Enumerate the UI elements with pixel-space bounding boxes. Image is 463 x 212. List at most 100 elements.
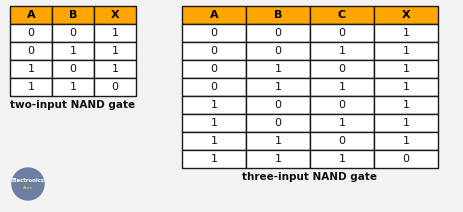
Bar [245,150,309,168]
Text: 0: 0 [274,100,281,110]
Bar [94,60,136,78]
Bar [309,60,373,78]
Text: 1: 1 [274,136,281,146]
Text: 1: 1 [338,118,345,128]
Text: 0: 0 [338,28,345,38]
Text: 0: 0 [210,28,217,38]
Bar [245,78,309,96]
Bar [52,60,94,78]
Text: 1: 1 [210,100,217,110]
Bar [245,6,309,24]
Text: 1: 1 [111,46,118,56]
Bar [309,96,373,114]
Text: Area: Area [23,186,33,190]
Text: X: X [401,10,409,20]
Text: 1: 1 [274,82,281,92]
Text: 1: 1 [401,136,409,146]
Text: A: A [27,10,35,20]
Text: 0: 0 [274,118,281,128]
Bar [52,42,94,60]
Text: 0: 0 [401,154,409,164]
Bar [52,6,94,24]
Text: 0: 0 [210,82,217,92]
Bar [373,96,437,114]
Bar [245,60,309,78]
Text: three-input NAND gate: three-input NAND gate [242,172,377,182]
Text: 0: 0 [111,82,118,92]
Bar [373,24,437,42]
Bar [309,24,373,42]
Text: 1: 1 [69,46,76,56]
Bar [245,132,309,150]
Circle shape [12,168,44,200]
Text: B: B [69,10,77,20]
Text: 1: 1 [401,64,409,74]
Bar [245,24,309,42]
Bar [94,42,136,60]
Text: C: C [337,10,345,20]
Text: 0: 0 [27,28,34,38]
Text: 1: 1 [210,118,217,128]
Bar [94,78,136,96]
Text: A: A [209,10,218,20]
Bar [309,78,373,96]
Text: 0: 0 [338,64,345,74]
Bar [52,24,94,42]
Bar [181,42,245,60]
Bar [373,114,437,132]
Text: 1: 1 [338,82,345,92]
Text: 1: 1 [401,100,409,110]
Text: 0: 0 [27,46,34,56]
Text: 1: 1 [69,82,76,92]
Text: 0: 0 [69,64,76,74]
Text: 1: 1 [274,64,281,74]
Text: 0: 0 [274,28,281,38]
Bar [245,42,309,60]
Text: 1: 1 [111,28,118,38]
Bar [10,78,52,96]
Bar [181,132,245,150]
Text: 1: 1 [338,46,345,56]
Bar [181,78,245,96]
Bar [181,24,245,42]
Text: two-input NAND gate: two-input NAND gate [10,100,135,110]
Text: 0: 0 [338,100,345,110]
Bar [309,132,373,150]
Text: 1: 1 [27,82,34,92]
Text: 1: 1 [401,82,409,92]
Bar [373,78,437,96]
Text: 1: 1 [111,64,118,74]
Bar [181,114,245,132]
Bar [373,60,437,78]
Bar [373,42,437,60]
Bar [181,6,245,24]
Text: 1: 1 [338,154,345,164]
Bar [373,6,437,24]
Bar [245,114,309,132]
Bar [94,6,136,24]
Bar [373,150,437,168]
Text: 1: 1 [210,136,217,146]
Bar [309,42,373,60]
Text: 1: 1 [401,46,409,56]
Bar [10,24,52,42]
Text: B: B [273,10,282,20]
Bar [181,60,245,78]
Bar [181,96,245,114]
Bar [181,150,245,168]
Text: 0: 0 [210,64,217,74]
Bar [10,60,52,78]
Bar [94,24,136,42]
Text: Electronics: Electronics [12,177,44,183]
Text: 0: 0 [274,46,281,56]
Bar [52,78,94,96]
Bar [309,150,373,168]
Text: 1: 1 [27,64,34,74]
Text: 1: 1 [210,154,217,164]
Bar [373,132,437,150]
Bar [245,96,309,114]
Text: 0: 0 [69,28,76,38]
Text: 1: 1 [401,118,409,128]
Text: 1: 1 [274,154,281,164]
Bar [309,114,373,132]
